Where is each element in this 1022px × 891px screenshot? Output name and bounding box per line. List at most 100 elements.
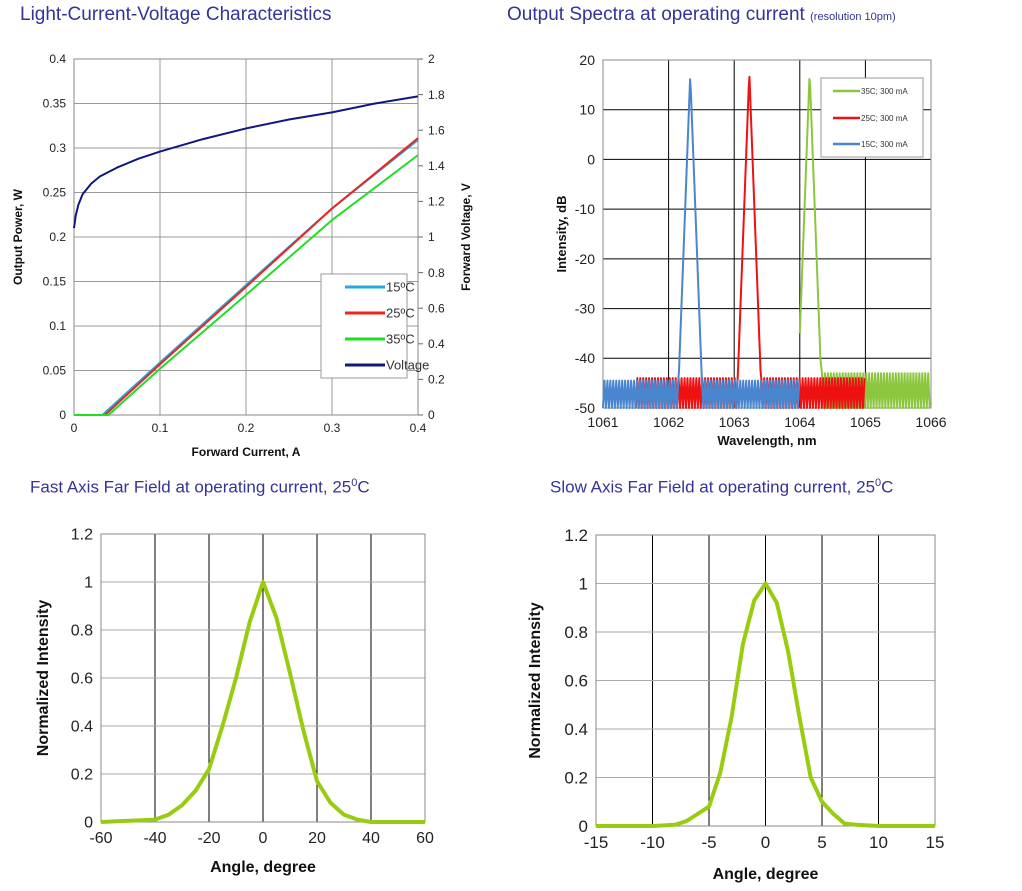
x-axis-label: Angle, degree bbox=[713, 866, 819, 883]
y-tick-label: -20 bbox=[575, 251, 595, 267]
y-tick-label: -30 bbox=[575, 300, 595, 316]
y-tick-label: 0.2 bbox=[71, 767, 93, 784]
x-tick-label: 0.4 bbox=[410, 421, 427, 435]
series-line-4 bbox=[73, 95, 419, 229]
degree-sup: 0 bbox=[875, 477, 882, 489]
y2-tick-label: 0.8 bbox=[428, 266, 445, 280]
y-tick-label: 1 bbox=[579, 574, 588, 593]
x-tick-label: 0 bbox=[71, 421, 78, 435]
slow-title-text: Slow Axis Far Field at operating current… bbox=[550, 477, 876, 497]
y-axis-label: Output Power, W bbox=[11, 188, 25, 285]
liv-chart-title: Light-Current-Voltage Characteristics bbox=[20, 4, 332, 25]
chart-2: 1061 1062 1063 1064 1065 1066 -50 -40 -30 -20 -10 0… bbox=[554, 52, 947, 448]
x-tick-label: 1066 bbox=[915, 414, 946, 430]
x-tick-label: -5 bbox=[701, 833, 716, 852]
legend-label: 15C; 300 mA bbox=[861, 140, 908, 149]
y-axis-label: Normalized Intensity bbox=[527, 602, 544, 759]
chart-4: -15 -10 -5 0 5 10 15 0 0.2 0.4 0.6 0.8 1 1.2 Angle, de… bbox=[527, 526, 944, 883]
x-tick-label: -60 bbox=[89, 830, 112, 847]
y2-tick-label: 0.6 bbox=[428, 301, 445, 315]
y-tick-label: 0 bbox=[59, 408, 66, 422]
x-tick-label: -40 bbox=[143, 830, 166, 847]
unit-c: C bbox=[881, 477, 894, 497]
y2-tick-label: 0 bbox=[428, 408, 435, 422]
slow-axis-chart-title: Slow Axis Far Field at operating current… bbox=[550, 477, 893, 498]
x-tick-label: -15 bbox=[584, 833, 609, 852]
y-tick-label: 0.05 bbox=[43, 364, 67, 378]
plot-area bbox=[595, 534, 936, 827]
x-axis-label: Wavelength, nm bbox=[717, 433, 816, 448]
x-tick-label: -20 bbox=[197, 830, 220, 847]
y2-tick-label: 0.4 bbox=[428, 337, 445, 351]
y-tick-label: 0.2 bbox=[49, 230, 66, 244]
y-tick-label: 0.25 bbox=[43, 186, 67, 200]
y-tick-label: 0.35 bbox=[43, 97, 67, 111]
x-tick-label: 0.3 bbox=[324, 421, 341, 435]
legend-label: 25C; 300 mA bbox=[861, 114, 908, 123]
x-tick-label: 1062 bbox=[653, 414, 684, 430]
x-tick-label: 5 bbox=[817, 833, 826, 852]
series-line-1 bbox=[596, 581, 935, 828]
y-tick-label: -40 bbox=[575, 350, 595, 366]
x-tick-label: 40 bbox=[362, 830, 380, 847]
plot-area bbox=[602, 59, 932, 409]
x-tick-label: 1065 bbox=[850, 414, 881, 430]
legend-label: 35ºC bbox=[386, 332, 415, 347]
y-tick-label: -10 bbox=[575, 201, 595, 217]
y-tick-label: 0.4 bbox=[49, 52, 66, 66]
series-line-1 bbox=[100, 580, 425, 824]
x-tick-label: 0.2 bbox=[238, 421, 255, 435]
y-tick-label: 0.2 bbox=[564, 768, 588, 787]
y-tick-label: 0.6 bbox=[564, 671, 588, 690]
y-tick-label: -50 bbox=[575, 400, 595, 416]
x-tick-label: -10 bbox=[640, 833, 665, 852]
y-tick-label: 1.2 bbox=[564, 526, 588, 545]
y-tick-label: 0 bbox=[579, 817, 588, 836]
x-tick-label: 0 bbox=[761, 833, 770, 852]
legend-label: 25ºC bbox=[386, 306, 415, 321]
x-tick-label: 0 bbox=[259, 830, 268, 847]
x-tick-label: 1064 bbox=[784, 414, 815, 430]
y-tick-label: 1.2 bbox=[71, 527, 93, 544]
y-axis-label: Intensity, dB bbox=[554, 195, 569, 272]
fast-title-text: Fast Axis Far Field at operating current… bbox=[30, 477, 352, 497]
legend-label: 15ºC bbox=[386, 280, 415, 295]
chart-1: 0 0.1 0.2 0.3 0.400.050.10.150.20.250.30.350… bbox=[11, 52, 473, 459]
legend-label: 35C; 300 mA bbox=[861, 87, 908, 96]
y-tick-label: 20 bbox=[579, 52, 595, 68]
series-line-3 bbox=[602, 78, 801, 409]
y-axis-label: Normalized Intensity bbox=[35, 600, 52, 757]
legend: 15ºC 25ºC 35ºC Voltage bbox=[320, 273, 429, 379]
legend-label: Voltage bbox=[386, 358, 429, 373]
y2-tick-label: 1.8 bbox=[428, 88, 445, 102]
chart-3: -60 -40 -20 0 20 40 60 0 0.2 0.4 0.6 0.8 1 1.2 Angle, … bbox=[35, 527, 434, 876]
y-tick-label: 0.6 bbox=[71, 671, 93, 688]
plot-area bbox=[100, 533, 426, 823]
x-tick-label: 20 bbox=[308, 830, 326, 847]
y2-tick-label: 0.2 bbox=[428, 373, 445, 387]
y-tick-label: 1 bbox=[84, 575, 93, 592]
y-tick-label: 0.15 bbox=[43, 275, 67, 289]
y2-tick-label: 1.4 bbox=[428, 159, 445, 173]
legend-box bbox=[320, 273, 408, 379]
y2-tick-label: 1.6 bbox=[428, 123, 445, 137]
y-tick-label: 0.1 bbox=[49, 319, 66, 333]
degree-sup: 0 bbox=[351, 477, 358, 489]
y-tick-label: 0.3 bbox=[49, 141, 66, 155]
x-tick-label: 1063 bbox=[719, 414, 750, 430]
series-line-1 bbox=[798, 77, 931, 409]
x-tick-label: 10 bbox=[869, 833, 888, 852]
y-tick-label: 0.8 bbox=[564, 623, 588, 642]
spectra-chart-title: Output Spectra at operating current (res… bbox=[507, 4, 896, 26]
x-tick-label: 15 bbox=[926, 833, 945, 852]
y2-tick-label: 1 bbox=[428, 230, 435, 244]
y2-axis-label: Forward Voltage, V bbox=[459, 183, 473, 291]
y-tick-label: 0.4 bbox=[71, 719, 93, 736]
y-tick-label: 10 bbox=[579, 102, 595, 118]
series-line-3 bbox=[74, 154, 419, 416]
x-tick-label: 0.1 bbox=[152, 421, 169, 435]
fast-axis-chart-title: Fast Axis Far Field at operating current… bbox=[30, 477, 370, 498]
x-axis-label: Angle, degree bbox=[210, 859, 316, 876]
plot-area bbox=[73, 58, 419, 416]
